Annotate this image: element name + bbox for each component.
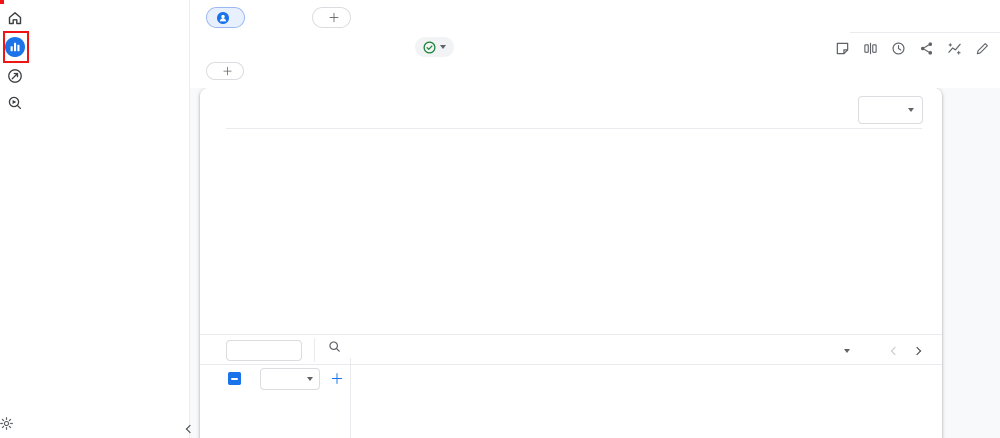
data-table-header: ＋	[200, 358, 942, 438]
previous-page-icon[interactable]	[890, 346, 900, 355]
header-divider	[850, 32, 1000, 33]
chevron-down-icon	[908, 108, 914, 112]
report-header: ＋ ＋	[190, 0, 1000, 88]
table-pagination	[828, 340, 922, 361]
audience-segment-pill[interactable]	[206, 7, 245, 28]
settings-gear-icon[interactable]	[0, 413, 16, 433]
report-card: ＋	[200, 88, 942, 438]
report-content-area: ＋	[190, 88, 1000, 438]
explore-icon[interactable]	[5, 93, 25, 113]
chevron-down-icon	[440, 45, 446, 49]
add-comparison-pill[interactable]: ＋	[312, 7, 352, 28]
plus-icon: ＋	[328, 11, 341, 25]
app-rail	[0, 0, 30, 438]
reports-icon[interactable]	[5, 37, 25, 57]
sidebar-collapse-button[interactable]	[182, 421, 198, 437]
next-page-icon[interactable]	[912, 346, 922, 355]
check-circle-icon	[423, 41, 436, 53]
table-header-divider	[200, 364, 942, 365]
dimension-select[interactable]	[260, 368, 320, 390]
advertising-icon[interactable]	[5, 66, 25, 86]
granularity-select[interactable]	[858, 96, 923, 124]
table-search[interactable]	[328, 340, 469, 353]
home-icon[interactable]	[5, 8, 25, 28]
indeterminate-dash	[231, 377, 238, 380]
clock-icon[interactable]	[890, 40, 906, 56]
insights-icon[interactable]	[946, 40, 962, 56]
chevron-down-icon	[307, 377, 313, 381]
search-input[interactable]	[349, 340, 469, 353]
table-vertical-divider	[350, 358, 351, 438]
table-controls-divider	[200, 334, 942, 335]
chevron-down-icon[interactable]	[844, 348, 850, 353]
select-all-checkbox[interactable]	[228, 372, 241, 385]
note-icon[interactable]	[834, 40, 850, 56]
report-toolbar	[834, 40, 990, 56]
chevron-left-icon	[185, 424, 195, 434]
comparison-icon[interactable]	[862, 40, 878, 56]
report-nav-sidebar	[30, 0, 195, 438]
add-dimension-button[interactable]: ＋	[330, 371, 344, 387]
chart-header-divider	[226, 128, 922, 129]
search-icon	[329, 341, 340, 352]
add-filter-pill[interactable]: ＋	[206, 62, 244, 80]
show-on-chart-button[interactable]	[226, 340, 302, 361]
audience-user-icon	[217, 11, 229, 24]
plus-icon: ＋	[222, 66, 233, 78]
share-icon[interactable]	[918, 40, 934, 56]
report-status-badge[interactable]	[415, 37, 454, 57]
edit-icon[interactable]	[974, 40, 990, 56]
trend-line-chart[interactable]	[200, 128, 942, 328]
controls-vertical-divider	[314, 338, 315, 362]
